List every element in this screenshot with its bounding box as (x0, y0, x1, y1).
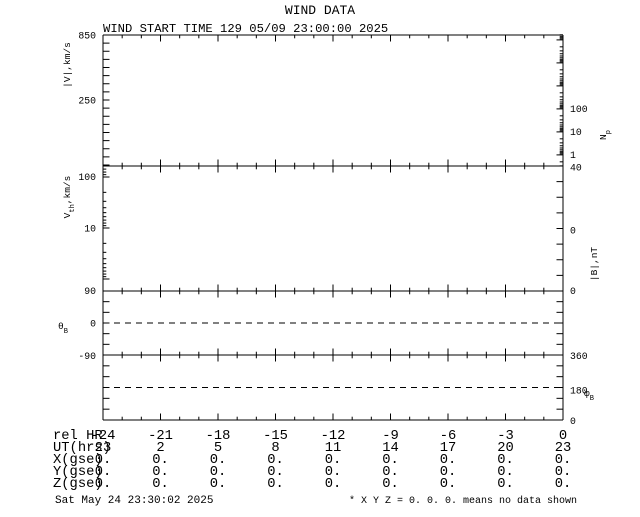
svg-text:WIND START TIME 129 05/09 23:0: WIND START TIME 129 05/09 23:00:00 2025 (103, 22, 388, 36)
svg-text:40: 40 (570, 163, 582, 174)
svg-text:250: 250 (78, 96, 96, 107)
svg-text:0: 0 (570, 416, 576, 427)
svg-text:Sat May 24 23:30:02 2025: Sat May 24 23:30:02 2025 (55, 495, 213, 507)
svg-text:0.: 0. (267, 477, 284, 492)
svg-text:360: 360 (570, 351, 588, 362)
svg-text:WIND DATA: WIND DATA (285, 3, 355, 18)
svg-text:0: 0 (570, 226, 576, 237)
svg-text:1: 1 (570, 150, 576, 161)
svg-text:0.: 0. (497, 477, 514, 492)
svg-text:0: 0 (570, 286, 576, 297)
svg-text:10: 10 (570, 127, 582, 138)
svg-text:0.: 0. (555, 477, 572, 492)
svg-text:10: 10 (84, 224, 96, 235)
svg-text:0.: 0. (440, 477, 457, 492)
svg-text:100: 100 (570, 104, 588, 115)
svg-text:100: 100 (78, 172, 96, 183)
svg-text:|B|,nT: |B|,nT (589, 247, 600, 282)
svg-text:850: 850 (78, 31, 96, 42)
svg-text:0.: 0. (325, 477, 342, 492)
svg-text:-90: -90 (78, 351, 96, 362)
svg-text:0.: 0. (95, 477, 112, 492)
svg-text:90: 90 (84, 286, 96, 297)
svg-text:|V|,km/s: |V|,km/s (62, 42, 73, 88)
svg-text:0: 0 (90, 319, 96, 330)
svg-text:* X Y Z = 0. 0. 0. means no da: * X Y Z = 0. 0. 0. means no data shown (349, 495, 577, 507)
svg-text:0.: 0. (210, 477, 227, 492)
svg-text:0.: 0. (152, 477, 169, 492)
svg-text:0.: 0. (382, 477, 399, 492)
